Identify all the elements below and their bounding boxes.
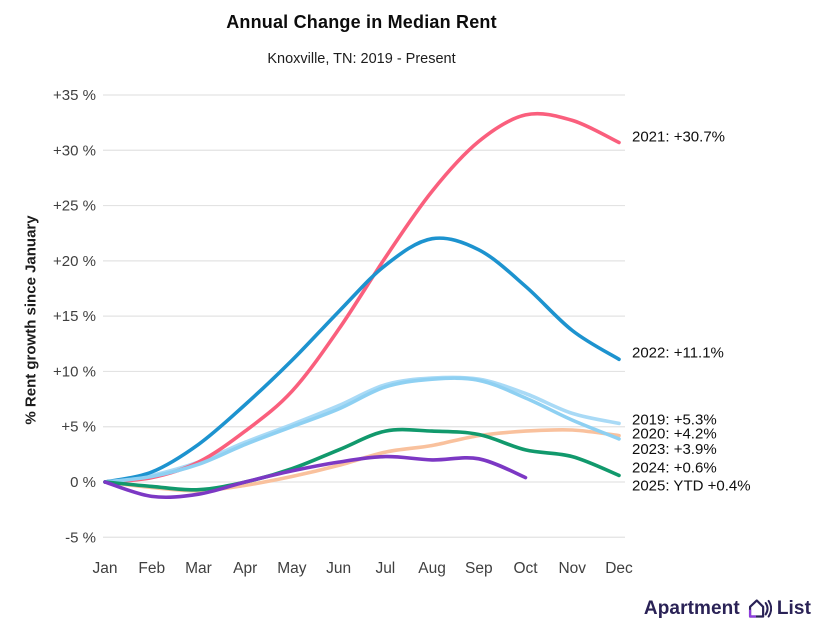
y-tick-label: 0 % <box>70 474 96 491</box>
y-tick-label: +30 % <box>53 142 96 159</box>
series-line-2021 <box>103 111 621 484</box>
series-line-2022 <box>103 236 621 484</box>
series-end-label-2023: 2023: +3.9% <box>632 441 717 458</box>
x-tick-label: Sep <box>465 560 493 577</box>
apartment-list-house-icon-part <box>748 599 765 618</box>
logo-word-apartment: Apartment <box>643 597 740 619</box>
x-tick-label: Jan <box>93 560 118 577</box>
y-tick-label: +15 % <box>53 308 96 325</box>
series-end-label-2021: 2021: +30.7% <box>632 129 725 146</box>
apartment-list-house-icon-part <box>764 602 769 616</box>
chart-title: Annual Change in Median Rent <box>226 12 497 32</box>
chart-subtitle: Knoxville, TN: 2019 - Present <box>267 51 456 67</box>
apartment-list-logo: Apartment List <box>644 595 811 622</box>
x-tick-label: Feb <box>138 560 165 577</box>
series-end-label-2024: 2024: +0.6% <box>632 459 717 476</box>
series-line-2023 <box>103 376 621 484</box>
series-end-label-2025: 2025: YTD +0.4% <box>632 478 751 495</box>
y-tick-label: +10 % <box>53 363 96 380</box>
x-tick-label: Aug <box>418 560 446 577</box>
apartment-list-house-icon <box>748 599 772 618</box>
series-line-2025 <box>103 454 528 500</box>
y-tick-label: +25 % <box>53 198 96 215</box>
y-tick-label: +35 % <box>53 87 96 104</box>
x-tick-label: Oct <box>513 560 538 577</box>
series-end-label-2020: 2020: +4.2% <box>632 426 717 443</box>
series-end-label-2022: 2022: +11.1% <box>632 344 724 361</box>
apartment-list-house-icon-part <box>748 609 756 618</box>
x-tick-label: May <box>277 560 307 577</box>
x-tick-label: Apr <box>233 560 257 577</box>
x-tick-label: Jul <box>375 560 395 577</box>
x-tick-label: Jun <box>326 560 351 577</box>
apartment-list-house-icon-part <box>767 599 772 618</box>
logo-word-list: List <box>776 597 811 619</box>
x-tick-label: Nov <box>558 560 586 577</box>
y-tick-label: -5 % <box>65 529 96 546</box>
series-end-label-2019: 2019: +5.3% <box>632 411 717 428</box>
y-tick-label: +20 % <box>53 253 96 270</box>
x-tick-label: Dec <box>605 560 633 577</box>
x-tick-label: Mar <box>185 560 212 577</box>
y-tick-label: +5 % <box>61 419 96 436</box>
series-line-2024 <box>103 427 621 492</box>
